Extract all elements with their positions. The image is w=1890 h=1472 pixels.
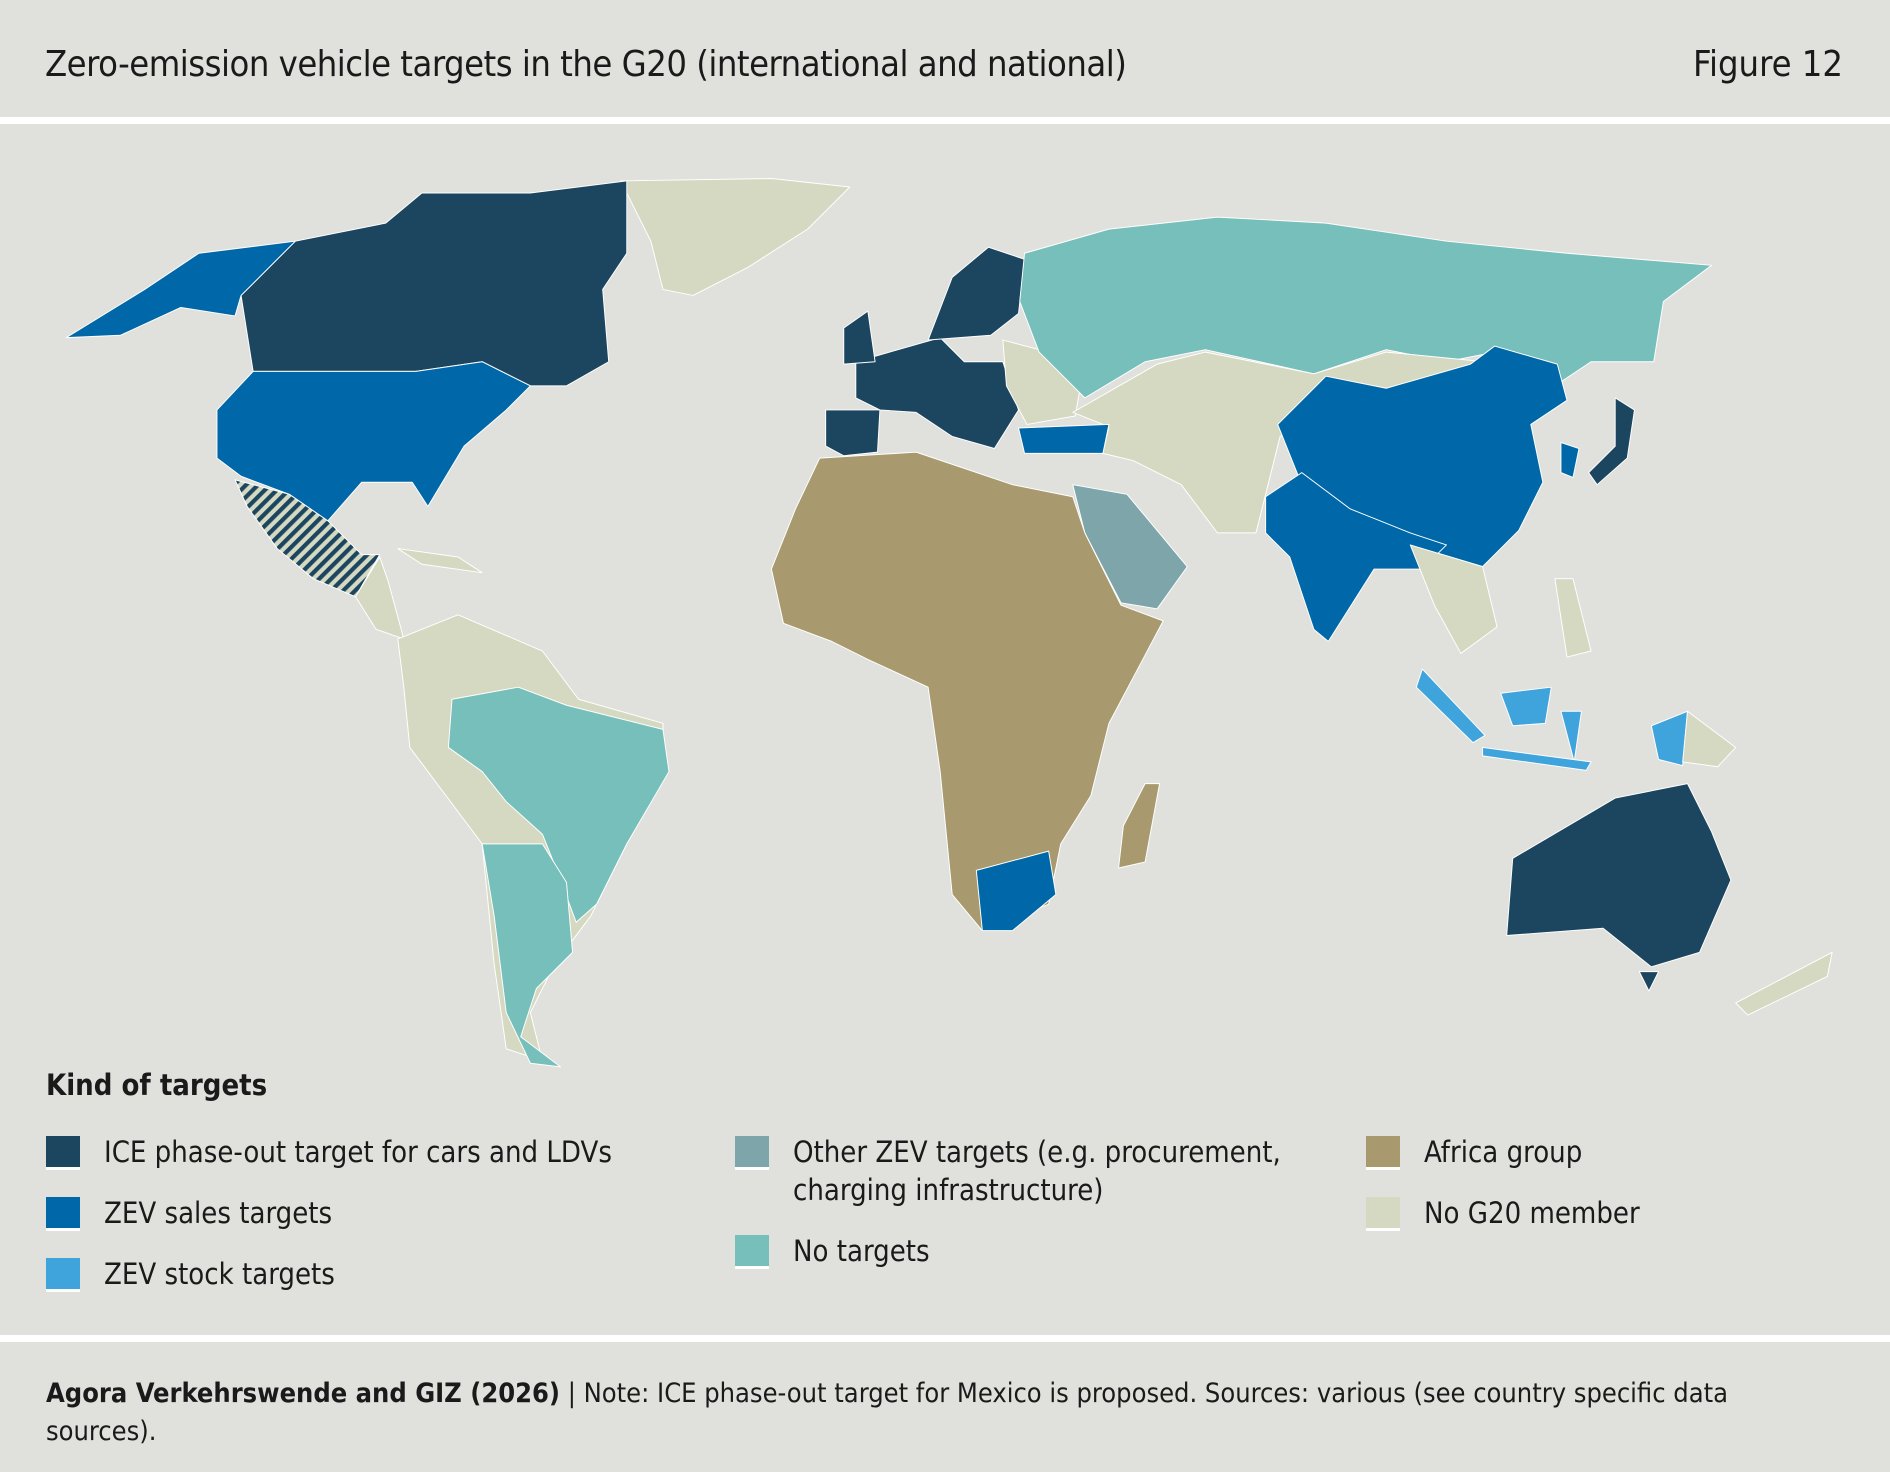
footer-text: | Note: ICE phase-out target for Mexico … [46,1378,1729,1447]
legend-label: Africa group [1424,1135,1583,1169]
legend-item-ice: ICE phase-out target for cars and LDVs [46,1135,612,1171]
region-iberia [825,409,881,457]
footer-divider [0,1335,1890,1342]
header-divider [0,117,1890,124]
region-new-zealand [1735,951,1833,1016]
region-papua-new-guinea [1682,710,1737,768]
legend-label: No targets [793,1234,930,1268]
region-south-africa [975,850,1057,932]
region-madagascar [1118,783,1161,869]
figure-number: Figure 12 [1692,44,1843,85]
legend-swatch [1366,1197,1400,1231]
region-indonesia-papua [1650,710,1688,767]
figure-title: Zero-emission vehicle targets in the G20… [45,44,1127,85]
legend-label: Other ZEV targets (e.g. procurement, cha… [793,1135,1281,1207]
region-caribbean [397,548,483,574]
region-indonesia-sumatra [1415,668,1486,744]
region-indonesia-java [1482,746,1592,771]
region-brazil [447,686,670,923]
region-tasmania [1638,971,1660,992]
legend-swatch [735,1235,769,1269]
region-africa [770,451,1164,932]
region-argentina [481,843,574,1068]
region-mexico [234,479,381,598]
region-india [1265,472,1447,642]
legend-swatch [46,1197,80,1231]
region-southeast-asia [1409,544,1498,654]
legend-label: ZEV stock targets [104,1257,335,1291]
legend-swatch [735,1136,769,1170]
legend-item-other: Other ZEV targets (e.g. procurement, cha… [735,1135,1335,1209]
legend-swatch [46,1136,80,1170]
region-turkey [1018,423,1110,454]
legend-item-stock: ZEV stock targets [46,1257,335,1293]
legend-swatch [46,1258,80,1292]
footer-source: Agora Verkehrswende and GIZ (2026) [46,1378,561,1409]
region-usa [216,361,531,522]
region-philippines [1554,578,1592,658]
region-eu-core [855,337,1020,450]
legend-item-nong20: No G20 member [1366,1196,1640,1232]
legend-item-none: No targets [735,1234,930,1270]
region-indonesia-borneo [1500,686,1552,727]
legend-title: Kind of targets [46,1068,268,1102]
region-greenland [620,178,851,296]
region-alaska [65,240,296,339]
region-japan [1588,397,1635,486]
region-uk [843,310,876,365]
legend-label: ZEV sales targets [104,1196,333,1230]
legend-item-sales: ZEV sales targets [46,1196,333,1232]
legend-label: ICE phase-out target for cars and LDVs [104,1135,612,1169]
footer-note: Agora Verkehrswende and GIZ (2026) | Not… [46,1375,1846,1451]
legend-swatch [1366,1136,1400,1170]
region-australia [1506,783,1732,968]
region-indonesia-sulawesi [1560,710,1582,763]
region-south-korea [1560,442,1580,478]
region-canada [240,180,628,387]
region-scandinavia [927,246,1026,341]
legend-label: No G20 member [1424,1196,1640,1230]
legend-item-africa: Africa group [1366,1135,1583,1171]
region-central-america [355,556,405,640]
